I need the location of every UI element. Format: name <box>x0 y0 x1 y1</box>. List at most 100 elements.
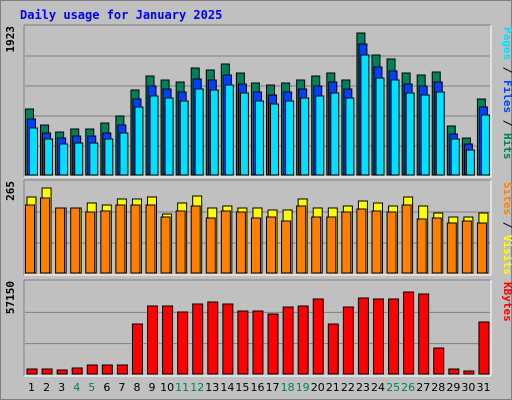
bar-pages <box>375 77 385 176</box>
bar-sites <box>220 210 231 274</box>
x-tick-label: 22 <box>341 381 355 394</box>
bar-kbytes <box>267 313 279 375</box>
bar-pages <box>179 100 189 176</box>
bar-pages <box>270 103 280 176</box>
bar-kbytes <box>418 293 430 375</box>
bar-sites <box>130 204 141 274</box>
x-tick-label: 26 <box>401 381 415 394</box>
bar-pages <box>59 143 69 176</box>
bar-kbytes <box>448 368 460 375</box>
x-tick-label: 31 <box>476 381 490 394</box>
x-tick-label: 6 <box>103 381 110 394</box>
bar-sites <box>371 210 382 274</box>
bar-sites <box>25 204 35 274</box>
bar-sites <box>386 211 397 274</box>
bar-pages <box>300 97 310 176</box>
x-tick-label: 4 <box>73 381 80 394</box>
bar-sites <box>266 216 277 274</box>
legend-hits-files-pages-part: / <box>501 113 512 133</box>
bar-kbytes <box>147 305 159 375</box>
x-tick-label: 16 <box>251 381 265 394</box>
bar-pages <box>450 138 460 176</box>
bar-kbytes <box>312 298 324 375</box>
bar-pages <box>239 92 249 176</box>
x-tick-label: 28 <box>431 381 445 394</box>
x-tick-label: 15 <box>235 381 249 394</box>
legend-hits-files-pages-part: / <box>501 60 512 80</box>
bar-kbytes <box>433 347 445 375</box>
bar-kbytes <box>177 311 189 375</box>
bar-kbytes <box>207 301 219 375</box>
bar-sites <box>250 217 261 274</box>
x-tick-label: 2 <box>43 381 50 394</box>
x-tick-label: 20 <box>311 381 325 394</box>
bar-sites <box>341 211 352 274</box>
bar-pages <box>209 89 219 176</box>
bar-pages <box>164 97 174 176</box>
bar-sites <box>145 204 156 274</box>
x-tick-label: 30 <box>461 381 475 394</box>
bar-sites <box>235 211 246 274</box>
bar-kbytes <box>116 364 128 375</box>
chart-title: Daily usage for January 2025 <box>20 8 222 22</box>
x-tick-label: 21 <box>326 381 340 394</box>
y-max-label-hits-files-pages-part: 1923 <box>4 26 17 53</box>
bar-kbytes <box>357 297 369 375</box>
bar-sites <box>85 211 96 274</box>
bar-pages <box>119 132 129 176</box>
x-tick-label: 8 <box>133 381 140 394</box>
bar-kbytes <box>252 310 264 375</box>
legend-kbytes-part: KBytes <box>501 282 512 322</box>
x-tick-label: 18 <box>281 381 295 394</box>
x-tick-label: 19 <box>296 381 310 394</box>
bar-pages <box>224 84 234 176</box>
x-tick-label: 17 <box>266 381 280 394</box>
bar-sites <box>160 216 171 274</box>
bar-sites <box>115 204 126 274</box>
x-tick-label: 25 <box>386 381 400 394</box>
bar-pages <box>405 92 415 176</box>
x-tick-label: 27 <box>416 381 430 394</box>
bar-kbytes <box>131 323 143 375</box>
legend-visits-sites-part: / <box>501 215 512 235</box>
y-max-label-kbytes: 57150 <box>4 281 17 314</box>
bar-pages <box>254 100 264 176</box>
x-tick-label: 14 <box>220 381 234 394</box>
bar-sites <box>326 216 337 274</box>
bar-sites <box>431 217 442 274</box>
bar-pages <box>74 142 84 176</box>
bar-sites <box>476 222 487 274</box>
bar-sites <box>401 204 412 274</box>
bar-kbytes <box>463 370 475 375</box>
legend-hits-files-pages: Pages / Files / Hits <box>501 27 512 160</box>
bar-pages <box>435 91 445 176</box>
bar-kbytes <box>56 369 68 375</box>
bar-pages <box>285 100 295 176</box>
bar-kbytes <box>478 321 490 375</box>
y-max-label-visits-sites-part: 265 <box>4 181 17 201</box>
bar-pages <box>360 54 370 176</box>
bar-pages <box>104 138 114 176</box>
bar-pages <box>315 95 325 176</box>
bar-sites <box>100 210 111 274</box>
bar-kbytes <box>297 305 309 375</box>
x-tick-label: 1 <box>28 381 35 394</box>
x-tick-label: 9 <box>149 381 156 394</box>
legend-hits-files-pages-part: Pages <box>501 27 512 60</box>
legend-kbytes: KBytes <box>501 282 512 322</box>
bar-sites <box>296 205 307 274</box>
x-tick-label: 12 <box>190 381 204 394</box>
bar-pages <box>194 88 204 176</box>
x-tick-label: 10 <box>160 381 174 394</box>
bar-sites <box>190 205 201 274</box>
bar-sites <box>446 222 457 274</box>
bar-kbytes <box>327 323 339 375</box>
bar-kbytes <box>342 306 354 375</box>
bar-pages <box>134 106 144 176</box>
bar-pages <box>345 97 355 176</box>
legend-hits-files-pages-part: Hits <box>501 133 512 160</box>
bar-pages <box>390 79 400 176</box>
legend-visits-sites-part: Visits <box>501 235 512 275</box>
bar-kbytes <box>41 368 53 375</box>
